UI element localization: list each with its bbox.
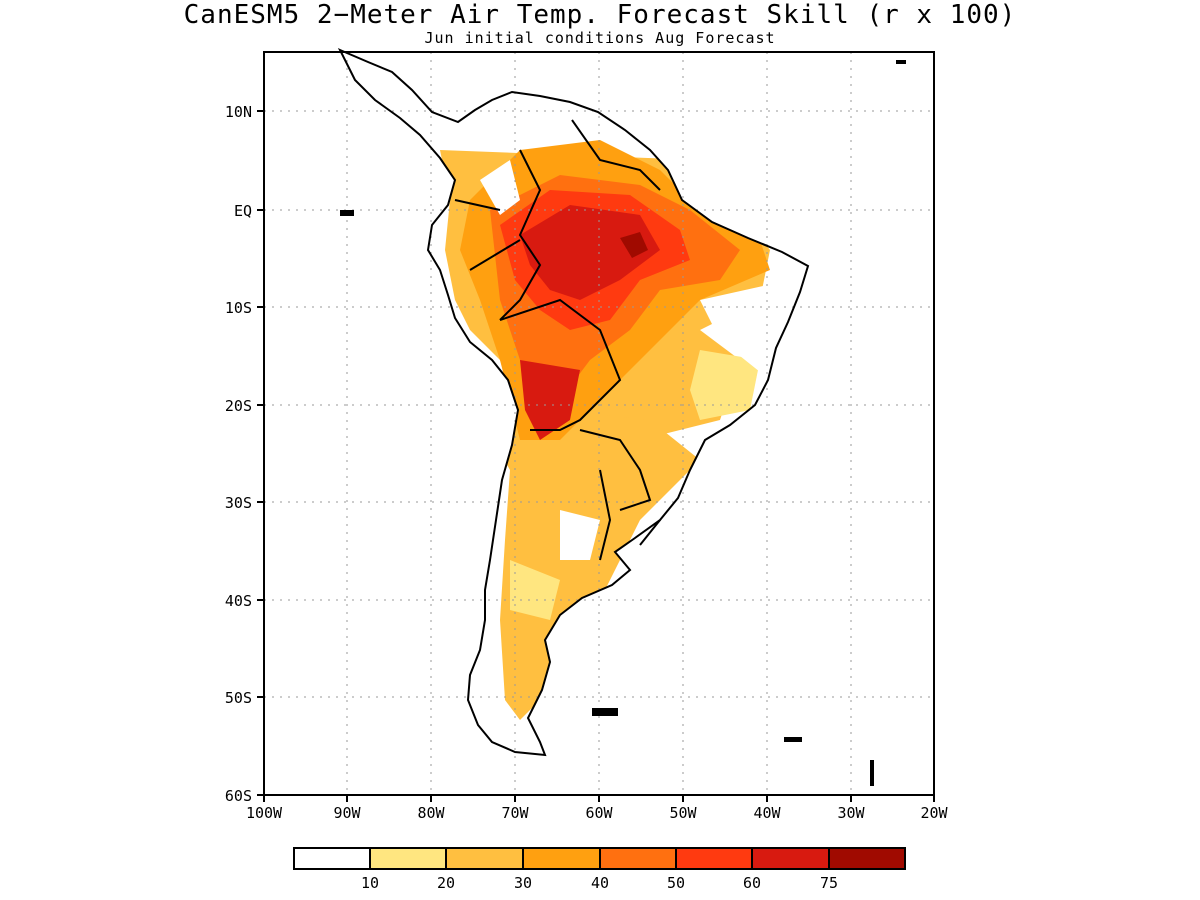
- skill-field: [340, 52, 808, 755]
- lon-label: 50W: [669, 804, 697, 822]
- map-subtitle: Jun initial conditions Aug Forecast: [424, 29, 776, 47]
- lon-labels: 100W 90W 80W 70W 60W 50W 40W 30W 20W: [246, 804, 949, 822]
- lon-label: 60W: [585, 804, 613, 822]
- colorbar-label: 10: [361, 874, 379, 892]
- colorbar-swatch: [293, 847, 371, 870]
- lon-label: 90W: [333, 804, 361, 822]
- lat-label: 60S: [225, 787, 252, 805]
- tick-marks: [257, 110, 935, 802]
- coastline: [339, 49, 809, 756]
- islands: [340, 60, 906, 786]
- colorbar-label: 40: [591, 874, 609, 892]
- colorbar-swatch: [751, 847, 830, 870]
- colorbar-swatch: [522, 847, 601, 870]
- colorbar-swatch: [675, 847, 753, 870]
- colorbar-label: 60: [743, 874, 761, 892]
- lat-label: 10N: [225, 103, 252, 121]
- lat-labels: 10N EQ 10S 20S 30S 40S 50S 60S: [225, 103, 252, 805]
- lon-label: 100W: [246, 804, 283, 822]
- colorbar-swatch: [369, 847, 447, 870]
- colorbar-label: 30: [514, 874, 532, 892]
- colorbar-label: 75: [820, 874, 838, 892]
- colorbar-label: 20: [437, 874, 455, 892]
- lat-label: 10S: [225, 299, 252, 317]
- lon-label: 80W: [417, 804, 445, 822]
- lat-label: 20S: [225, 397, 252, 415]
- colorbar-swatch: [445, 847, 524, 870]
- colorbar-label: 50: [667, 874, 685, 892]
- colorbar-swatch: [599, 847, 677, 870]
- lat-label: 50S: [225, 689, 252, 707]
- colorbar: 10 20 30 40 50 60 75: [293, 847, 906, 892]
- lon-label: 30W: [837, 804, 865, 822]
- colorbar-swatch: [828, 847, 906, 870]
- map-title: CanESM5 2−Meter Air Temp. Forecast Skill…: [183, 0, 1017, 30]
- lat-label: 40S: [225, 592, 252, 610]
- lat-label: 30S: [225, 494, 252, 512]
- lon-label: 70W: [501, 804, 529, 822]
- lon-label: 20W: [920, 804, 948, 822]
- lon-label: 40W: [753, 804, 781, 822]
- lat-label: EQ: [234, 202, 252, 220]
